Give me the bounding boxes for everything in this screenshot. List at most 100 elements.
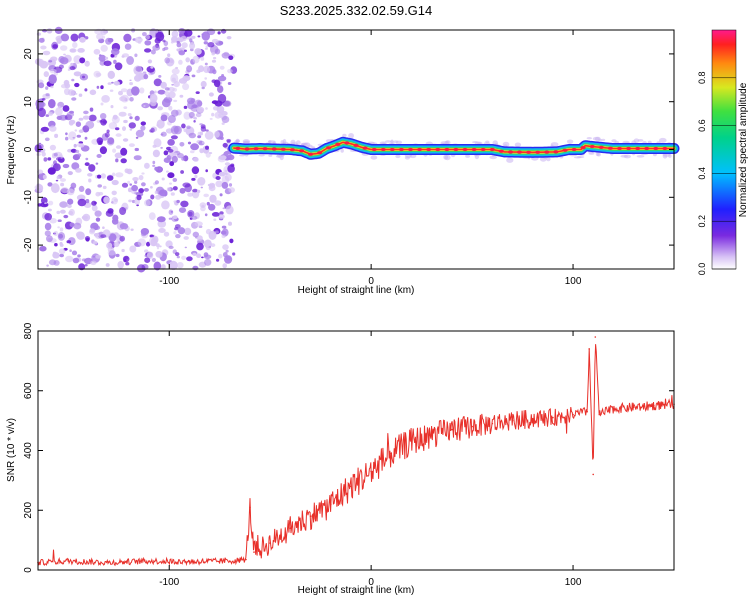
noise-speckle bbox=[181, 157, 186, 161]
snr-data-point bbox=[330, 503, 332, 506]
noise-speckle bbox=[125, 262, 130, 266]
spectrogram-frame bbox=[37, 29, 675, 270]
noise-speckle bbox=[108, 233, 117, 242]
ridge-peak bbox=[371, 147, 377, 152]
noise-speckle bbox=[222, 252, 228, 258]
noise-speckle bbox=[194, 221, 203, 227]
noise-speckle bbox=[191, 215, 198, 220]
noise-speckle bbox=[115, 145, 122, 149]
spectrogram-y-tick-label: 20 bbox=[23, 48, 34, 60]
noise-speckle bbox=[221, 115, 230, 124]
noise-speckle bbox=[169, 260, 178, 271]
noise-speckle bbox=[176, 255, 180, 259]
ridge-peak bbox=[407, 147, 414, 152]
noise-speckle bbox=[167, 172, 175, 179]
noise-speckle bbox=[191, 35, 196, 39]
ridge-peak bbox=[544, 150, 550, 154]
noise-speckle bbox=[41, 151, 46, 157]
noise-speckle bbox=[70, 182, 77, 189]
ridge-halo-speckle bbox=[342, 133, 347, 138]
noise-speckle bbox=[73, 71, 82, 77]
noise-speckle bbox=[176, 199, 180, 204]
ridge-peak bbox=[562, 148, 568, 152]
noise-speckle bbox=[193, 157, 199, 162]
noise-speckle bbox=[64, 83, 71, 89]
noise-speckle bbox=[166, 170, 169, 173]
noise-speckle bbox=[129, 245, 137, 253]
noise-speckle bbox=[144, 199, 151, 207]
ridge-peak bbox=[535, 150, 541, 154]
snr-data-point bbox=[552, 416, 554, 419]
noise-speckle bbox=[141, 102, 150, 109]
noise-speckle bbox=[196, 106, 205, 113]
snr-data-point bbox=[289, 527, 292, 529]
noise-speckle bbox=[199, 148, 204, 154]
noise-speckle bbox=[120, 94, 130, 103]
noise-speckle bbox=[50, 85, 54, 89]
noise-speckle bbox=[60, 182, 65, 187]
noise-speckle bbox=[49, 125, 57, 132]
noise-speckle bbox=[64, 88, 71, 96]
noise-speckle bbox=[39, 60, 49, 69]
noise-speckle bbox=[211, 38, 219, 44]
noise-speckle bbox=[119, 223, 129, 230]
noise-speckle-layer bbox=[34, 26, 238, 273]
noise-speckle bbox=[211, 112, 215, 117]
noise-speckle bbox=[226, 256, 231, 261]
noise-speckle bbox=[138, 175, 144, 181]
noise-speckle bbox=[71, 97, 77, 101]
noise-speckle bbox=[96, 85, 100, 89]
noise-speckle bbox=[127, 187, 133, 193]
noise-speckle bbox=[44, 137, 50, 142]
noise-speckle bbox=[129, 128, 133, 131]
noise-speckle bbox=[77, 198, 87, 207]
noise-speckle bbox=[174, 224, 181, 229]
snr-data-point bbox=[588, 348, 590, 350]
ridge-halo-speckle bbox=[588, 152, 595, 155]
ridge-peak bbox=[253, 147, 259, 151]
noise-speckle bbox=[67, 198, 74, 205]
noise-speckle bbox=[132, 177, 139, 182]
noise-speckle bbox=[70, 62, 74, 66]
noise-speckle bbox=[100, 102, 104, 106]
snr-y-tick-label: 200 bbox=[23, 501, 34, 518]
noise-speckle bbox=[59, 243, 64, 247]
ridge-halo-speckle bbox=[390, 140, 394, 143]
spectrogram-y-tick-label: 10 bbox=[23, 96, 34, 108]
noise-speckle bbox=[75, 231, 84, 238]
snr-y-tick-label: 600 bbox=[23, 382, 34, 399]
ridge-peak bbox=[262, 147, 268, 151]
noise-speckle bbox=[197, 35, 201, 38]
noise-speckle bbox=[161, 200, 170, 210]
noise-speckle bbox=[56, 37, 62, 44]
noise-speckle bbox=[121, 88, 128, 93]
noise-speckle bbox=[210, 243, 216, 248]
noise-speckle bbox=[200, 126, 207, 132]
ridge-peak bbox=[507, 150, 514, 154]
noise-speckle bbox=[37, 169, 44, 175]
snr-data-point bbox=[491, 422, 494, 425]
noise-speckle bbox=[214, 200, 222, 206]
noise-speckle bbox=[60, 45, 68, 51]
noise-speckle bbox=[77, 48, 85, 53]
ridge-peak bbox=[326, 146, 332, 150]
noise-speckle bbox=[44, 213, 52, 221]
noise-speckle bbox=[120, 158, 127, 164]
noise-speckle bbox=[88, 178, 92, 183]
ridge-halo-speckle bbox=[601, 138, 606, 141]
noise-speckle bbox=[92, 255, 96, 258]
ridge-peak bbox=[571, 147, 577, 152]
ridge-halo-speckle bbox=[620, 154, 628, 158]
ridge-halo-speckle bbox=[636, 155, 645, 158]
noise-speckle bbox=[217, 75, 227, 82]
ridge-halo-speckle bbox=[445, 140, 451, 146]
noise-speckle bbox=[205, 245, 211, 251]
noise-speckle bbox=[126, 56, 134, 65]
snr-data-point bbox=[107, 561, 110, 564]
noise-speckle bbox=[69, 119, 76, 125]
noise-speckle bbox=[67, 68, 71, 71]
ridge-peak bbox=[235, 146, 241, 150]
noise-speckle bbox=[58, 105, 61, 109]
noise-speckle bbox=[45, 86, 49, 90]
noise-speckle bbox=[119, 207, 127, 215]
